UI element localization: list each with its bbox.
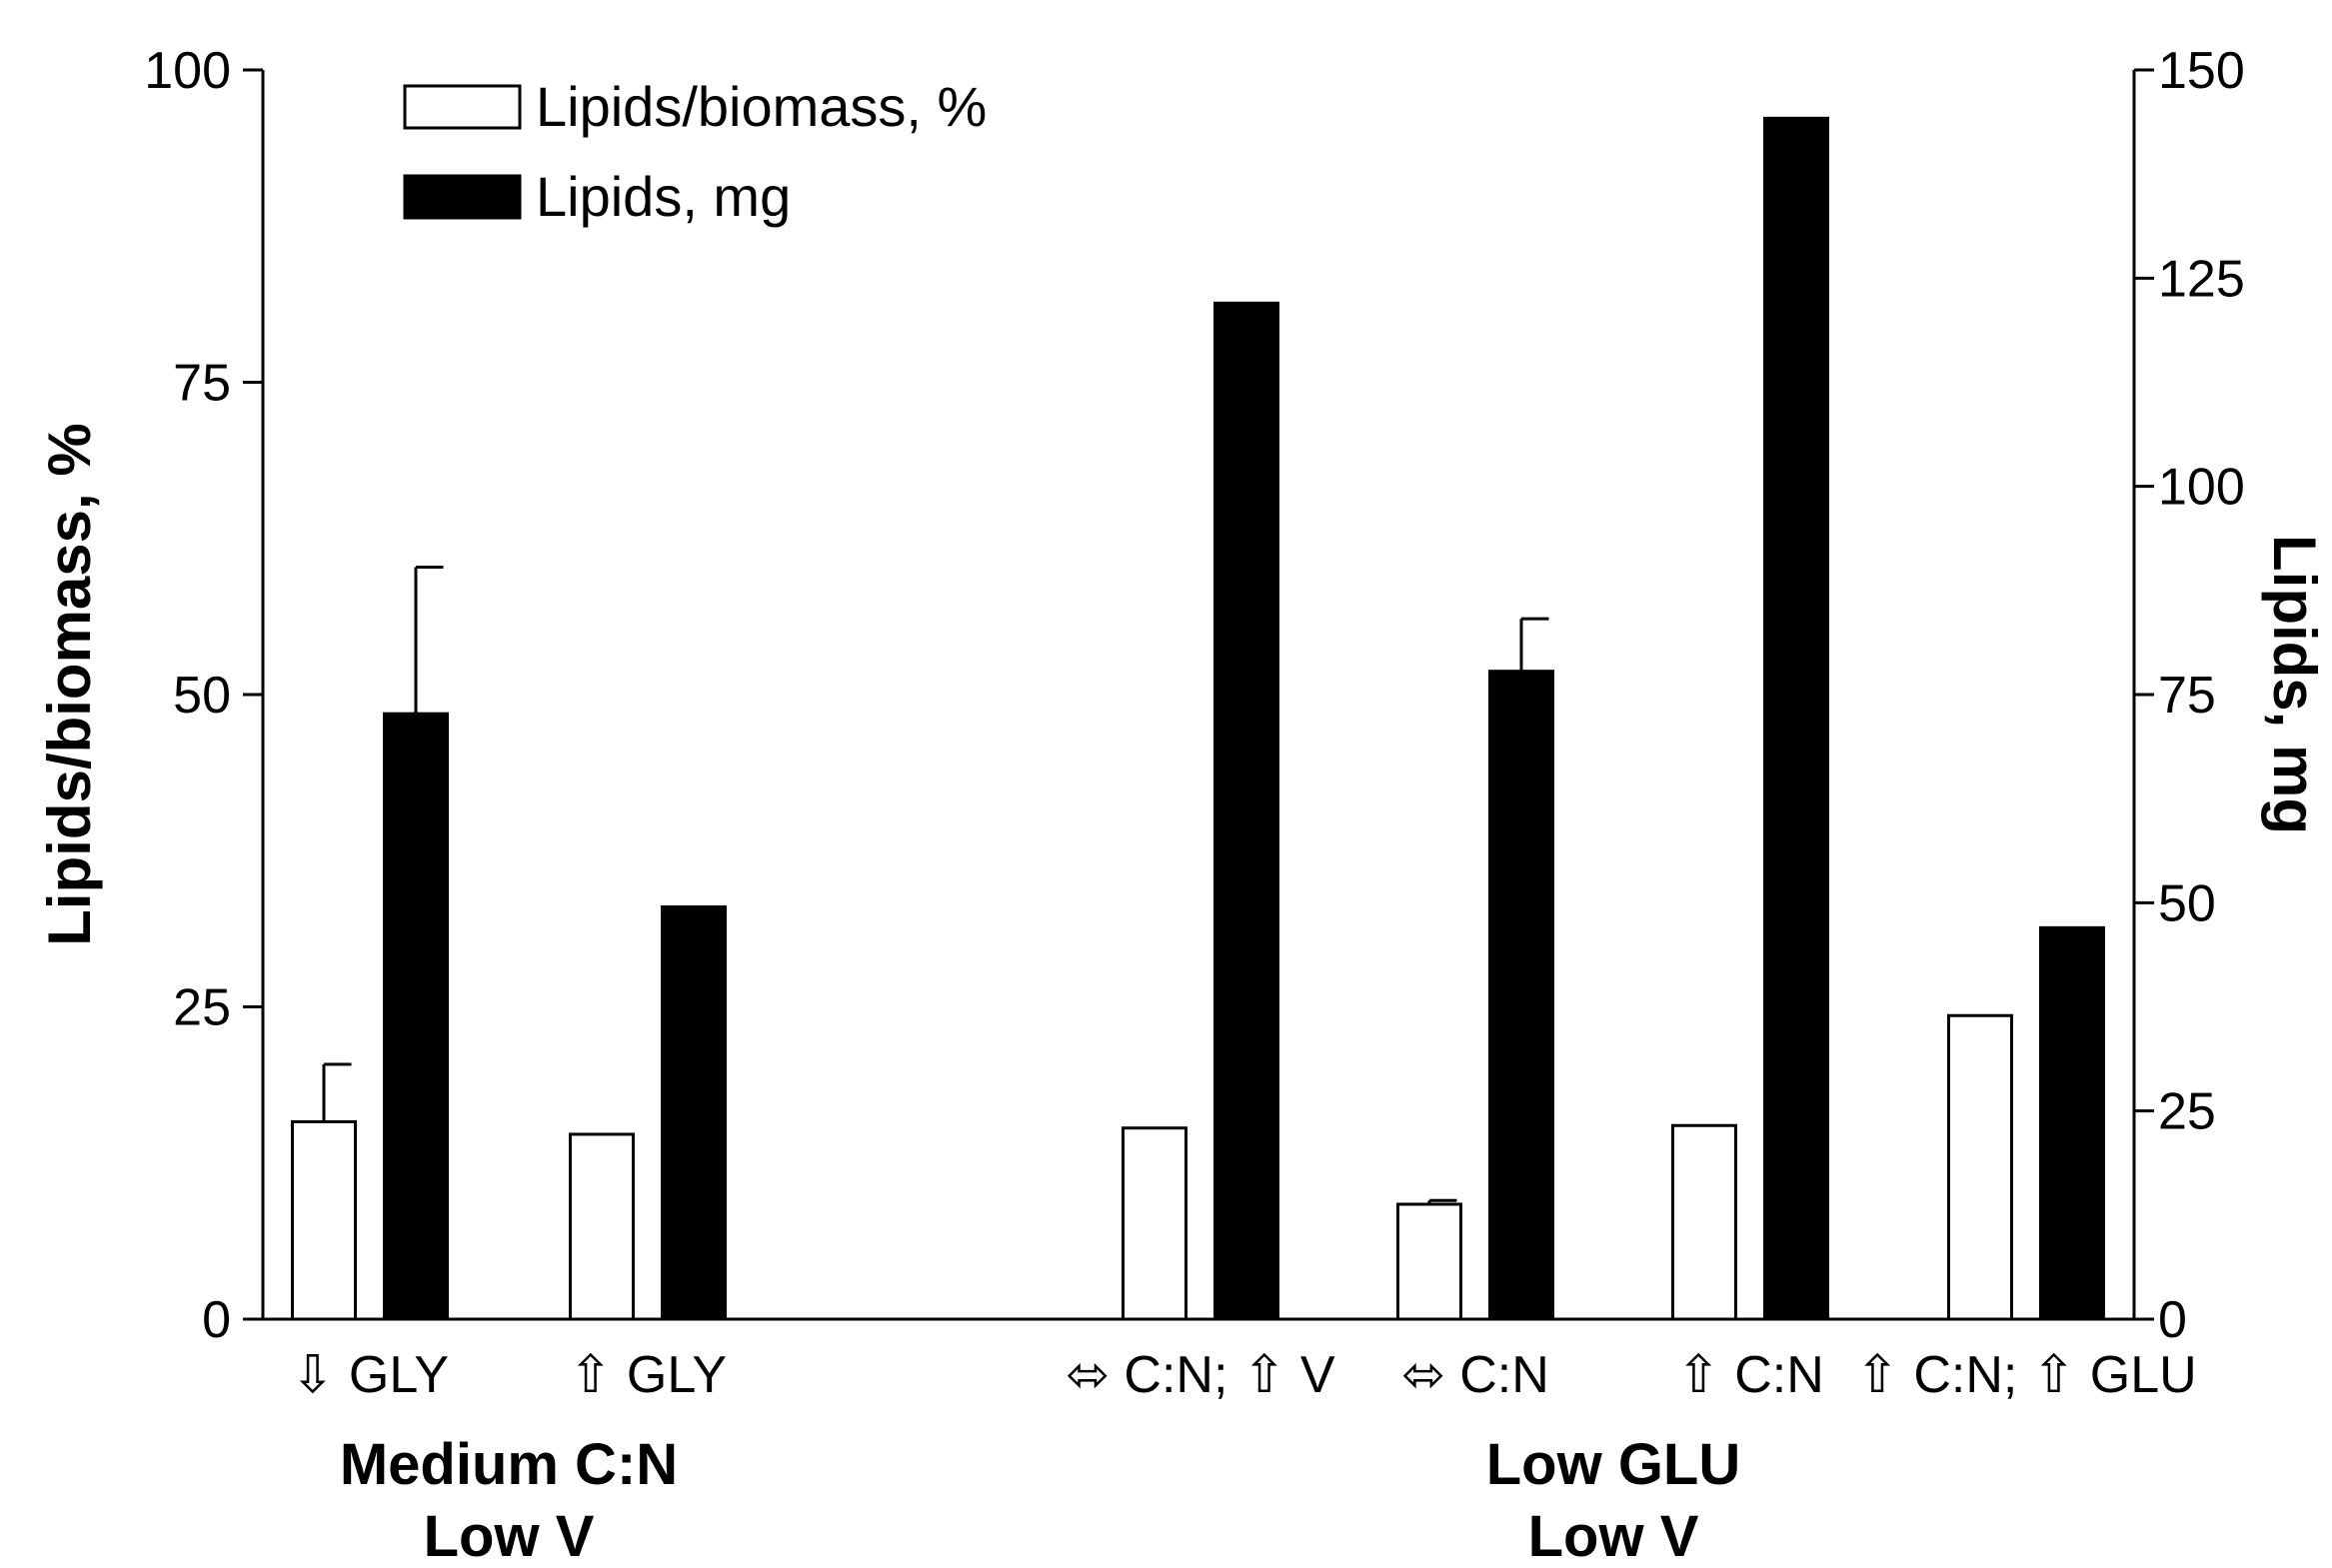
category-label: ⇧ C:N; ⇧ GLU xyxy=(1855,1346,2196,1404)
right-tick-label: 50 xyxy=(2158,874,2216,932)
bar-lipids-mg xyxy=(1213,301,1279,1321)
legend-label-lipids-biomass: Lipids/biomass, % xyxy=(536,75,987,138)
bar-lipids-biomass xyxy=(1671,1123,1737,1321)
right-tick-label: 150 xyxy=(2158,42,2245,100)
right-tick-label: 100 xyxy=(2158,459,2245,517)
left-tick-label: 75 xyxy=(173,355,231,413)
group-label: Low GLU xyxy=(1486,1432,1741,1497)
bar-lipids-biomass xyxy=(1947,1013,2013,1321)
right-tick-label: 25 xyxy=(2158,1083,2216,1141)
right-tick-label: 75 xyxy=(2158,667,2216,725)
right-tick-label: 0 xyxy=(2158,1291,2187,1349)
group-label: Low V xyxy=(424,1504,595,1563)
left-tick-label: 25 xyxy=(173,979,231,1037)
bar-lipids-mg xyxy=(1488,670,1554,1321)
bar-lipids-biomass xyxy=(1396,1202,1462,1321)
bar-lipids-mg xyxy=(661,905,727,1321)
right-axis-title: Lipids, mg xyxy=(2261,535,2328,834)
category-label: ⬄ C:N xyxy=(1401,1346,1549,1404)
group-label: Medium C:N xyxy=(340,1432,678,1497)
left-axis-title: Lipids/biomass, % xyxy=(36,423,103,945)
category-label: ⇩ GLY xyxy=(291,1346,449,1404)
bar-lipids-mg xyxy=(1763,116,1829,1321)
left-tick-label: 100 xyxy=(144,42,231,100)
bar-lipids-biomass xyxy=(569,1132,635,1321)
legend-swatch-lipids-mg xyxy=(403,174,522,220)
category-label: ⇧ GLY xyxy=(569,1346,727,1404)
left-tick-label: 50 xyxy=(173,667,231,725)
right-tick-label: 125 xyxy=(2158,250,2245,308)
category-label: ⇧ C:N xyxy=(1676,1346,1824,1404)
bar-lipids-biomass xyxy=(1122,1126,1187,1321)
bar-lipids-biomass xyxy=(291,1120,357,1321)
left-tick-label: 0 xyxy=(202,1291,231,1349)
group-label: Low V xyxy=(1528,1504,1699,1563)
legend-label-lipids-mg: Lipids, mg xyxy=(536,165,791,228)
bar-lipids-mg xyxy=(2039,925,2105,1321)
bar-lipids-mg xyxy=(383,712,449,1321)
legend-swatch-lipids-biomass xyxy=(403,84,522,130)
category-label: ⬄ C:N; ⇧ V xyxy=(1066,1346,1334,1404)
